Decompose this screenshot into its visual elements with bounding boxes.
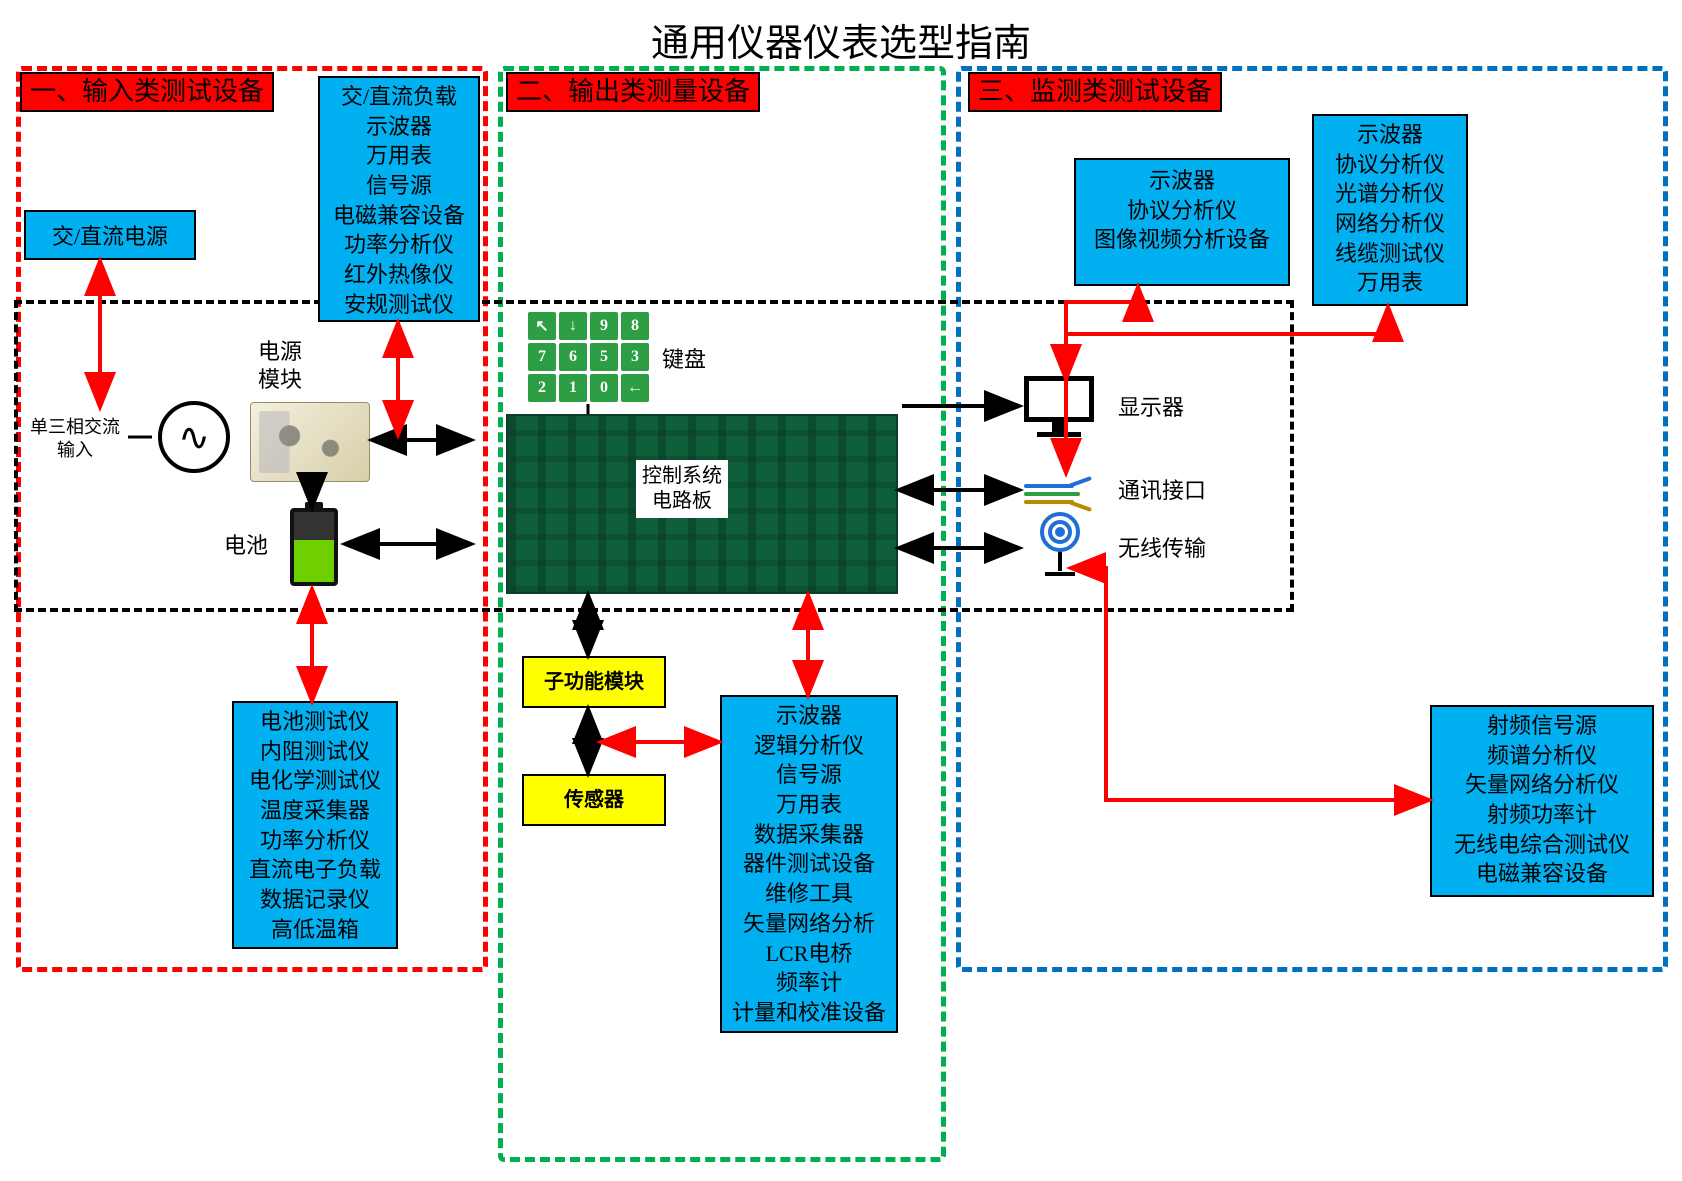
label-comm: 通讯接口 <box>1118 477 1206 505</box>
label-power-module: 电源模块 <box>258 338 302 393</box>
wireless-icon <box>1030 512 1090 576</box>
label-monitor: 显示器 <box>1118 394 1184 422</box>
box-main-test-list: 示波器逻辑分析仪信号源万用表数据采集器器件测试设备维修工具矢量网络分析LCR电桥… <box>720 695 898 1033</box>
label-wireless: 无线传输 <box>1118 535 1206 563</box>
box-rf-list: 射频信号源频谱分析仪矢量网络分析仪射频功率计无线电综合测试仪电磁兼容设备 <box>1430 705 1654 897</box>
label-ac-input: 单三相交流输入 <box>30 416 120 461</box>
box-sensor: 传感器 <box>522 774 666 826</box>
cable-icon <box>1024 474 1094 514</box>
page-title: 通用仪器仪表选型指南 <box>0 12 1682 67</box>
header-input: 一、输入类测试设备 <box>20 72 274 112</box>
box-scope-net-list: 示波器协议分析仪光谱分析仪网络分析仪线缆测试仪万用表 <box>1312 114 1468 306</box>
header-monitor: 三、监测类测试设备 <box>968 72 1222 112</box>
box-sub-module: 子功能模块 <box>522 656 666 708</box>
box-input-equipment-list: 交/直流负载示波器万用表信号源电磁兼容设备功率分析仪红外热像仪安规测试仪 <box>318 76 480 322</box>
keypad-icon: ↖↓98 7653 210← <box>528 312 649 402</box>
battery-icon <box>290 508 338 586</box>
label-keypad: 键盘 <box>662 346 706 374</box>
box-scope-video-list: 示波器协议分析仪图像视频分析设备 <box>1074 158 1290 286</box>
power-supply-icon <box>250 402 370 482</box>
box-ac-dc-source: 交/直流电源 <box>24 210 196 260</box>
box-battery-list: 电池测试仪内阻测试仪电化学测试仪温度采集器功率分析仪直流电子负载数据记录仪高低温… <box>232 701 398 949</box>
header-output: 二、输出类测量设备 <box>506 72 760 112</box>
sine-source-icon: ∿ <box>158 401 230 473</box>
monitor-icon <box>1024 376 1094 440</box>
pcb-label: 控制系统电路板 <box>636 460 728 518</box>
label-battery: 电池 <box>224 532 268 560</box>
control-pcb: 控制系统电路板 <box>506 414 898 594</box>
